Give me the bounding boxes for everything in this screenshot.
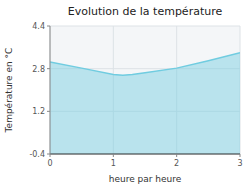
x-axis-line [50,154,240,155]
area-line [50,53,240,76]
plot-area [50,53,240,154]
tick-mark [50,154,51,157]
plot-background [50,26,240,154]
y-tick-label: 1.2 [32,107,45,116]
tick-mark [47,111,50,112]
y-axis-line [50,26,51,154]
y-tick-label: 4.4 [32,22,45,31]
grid-line [50,26,51,154]
chart: -0.4 1.2 2.8 4.4 0 1 2 3 Evolution de la tempéra… [0,0,250,188]
tick-mark [47,68,50,69]
y-axis-label: Température en °C [4,48,14,134]
x-tick-label: 0 [47,159,52,168]
area-fill [50,53,240,154]
x-tick-label: 3 [237,159,242,168]
chart-container: -0.4 1.2 2.8 4.4 0 1 2 3 Evolution de la tempéra… [0,0,250,188]
tick-mark [240,154,241,157]
tick-mark [47,26,50,27]
y-tick-label: -0.4 [29,150,45,159]
chart-title: Evolution de la température [68,5,223,18]
y-tick-label: 2.8 [32,65,45,74]
x-tick-label: 2 [174,159,179,168]
grid-line [50,154,240,155]
tick-mark [113,154,114,157]
x-tick-label: 1 [111,159,116,168]
grid-line [50,26,240,27]
x-axis-label: heure par heure [109,174,182,184]
tick-mark [176,154,177,157]
